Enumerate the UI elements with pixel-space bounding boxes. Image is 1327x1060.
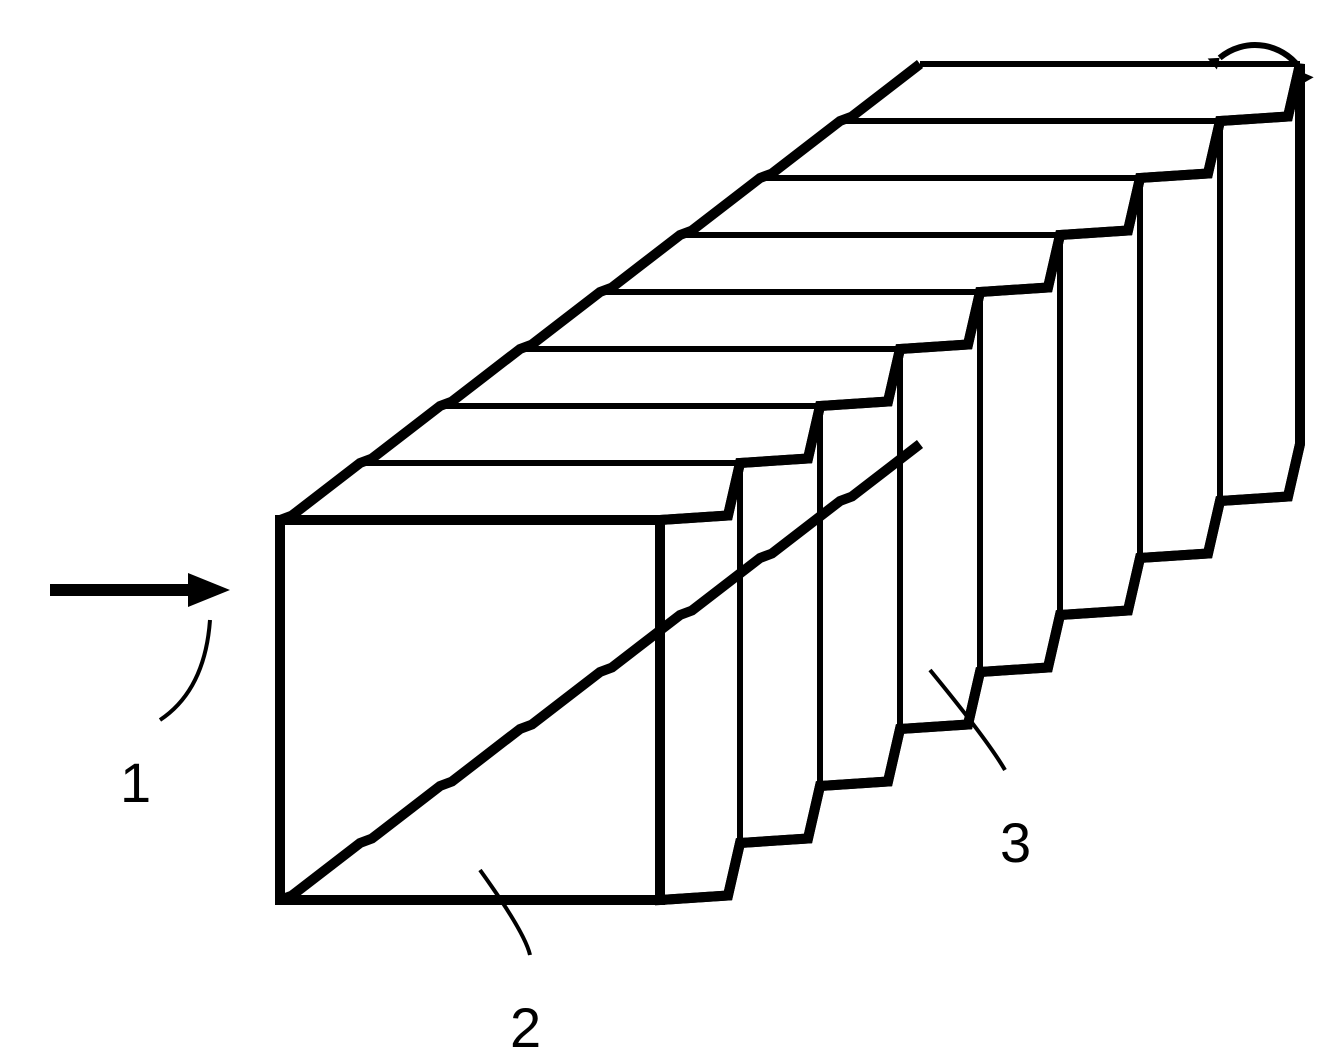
callout-1-label: 1: [120, 750, 151, 815]
figure-stage: 1 2 3: [0, 0, 1327, 1049]
callout-2-label: 2: [510, 995, 541, 1060]
accordion-filter-diagram: [0, 0, 1327, 1049]
callout-3-label: 3: [1000, 810, 1031, 875]
